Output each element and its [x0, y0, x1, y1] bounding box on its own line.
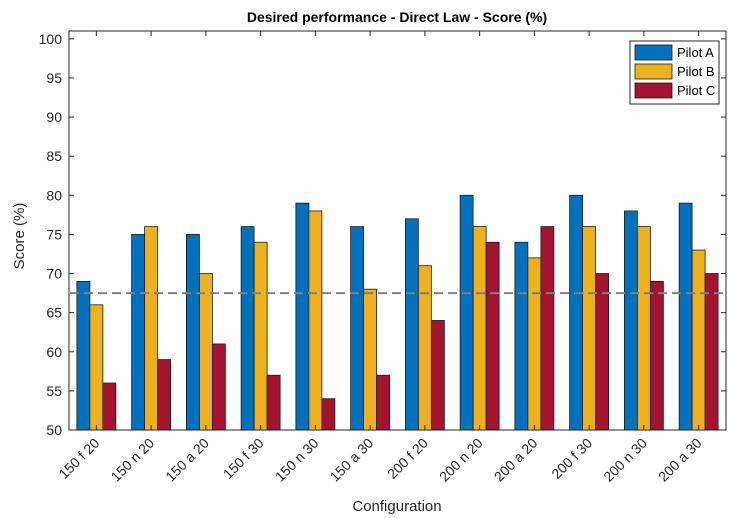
y-tick-label: 90: [46, 109, 62, 125]
bar-pilot-b: [417, 265, 432, 431]
y-tick-label: 60: [46, 344, 62, 360]
bar-pilot-c: [704, 273, 719, 431]
legend-label: Pilot C: [677, 83, 715, 98]
bar-pilot-a: [623, 210, 638, 431]
bar-pilot-c: [485, 241, 500, 431]
bar-pilot-c: [321, 398, 336, 431]
bar-pilot-c: [102, 382, 117, 431]
bar-pilot-b: [198, 273, 213, 431]
bar-pilot-b: [636, 226, 651, 431]
bar-pilot-a: [295, 202, 310, 431]
bar-pilot-a: [76, 280, 91, 431]
bar-pilot-b: [363, 288, 378, 431]
bar-pilot-c: [649, 280, 664, 431]
bar-pilot-b: [582, 226, 597, 431]
bar-pilot-b: [527, 257, 542, 431]
bar-pilot-a: [350, 226, 365, 431]
bar-pilot-c: [376, 374, 391, 431]
bar-pilot-c: [595, 273, 610, 431]
y-tick-label: 70: [46, 266, 62, 282]
bar-pilot-b: [89, 304, 104, 431]
bar-pilot-b: [308, 210, 323, 431]
chart-title: Desired performance - Direct Law - Score…: [247, 9, 547, 25]
bar-pilot-a: [678, 202, 693, 431]
bar-pilot-b: [472, 226, 487, 431]
legend-label: Pilot B: [677, 64, 715, 79]
y-tick-label: 75: [46, 226, 62, 242]
y-tick-label: 65: [46, 305, 62, 321]
y-tick-label: 50: [46, 422, 62, 438]
bar-pilot-c: [540, 226, 555, 431]
bar-pilot-b: [691, 249, 706, 431]
bar-pilot-c: [430, 320, 445, 431]
bar-pilot-c: [266, 374, 281, 431]
x-axis-title: Configuration: [352, 498, 441, 515]
bar-pilot-a: [569, 194, 584, 431]
y-tick-label: 95: [46, 70, 62, 86]
legend-swatch: [634, 63, 673, 80]
legend-swatch: [634, 44, 673, 61]
bar-pilot-a: [131, 234, 146, 431]
bar-pilot-b: [253, 241, 268, 431]
plot-frame: [68, 30, 727, 431]
y-axis-title: Score (%): [11, 203, 28, 270]
bar-pilot-a: [185, 234, 200, 431]
bar-pilot-b: [144, 226, 159, 431]
bar-pilot-c: [211, 343, 226, 431]
y-tick-label: 85: [46, 148, 62, 164]
y-tick-label: 100: [39, 31, 63, 47]
bar-pilot-a: [514, 241, 529, 431]
legend-label: Pilot A: [677, 45, 714, 60]
bar-pilot-a: [404, 218, 419, 431]
bar-pilot-a: [459, 194, 474, 431]
y-tick-label: 80: [46, 187, 62, 203]
bar-pilot-c: [157, 359, 172, 431]
y-tick-label: 55: [46, 383, 62, 399]
bar-pilot-a: [240, 226, 255, 431]
legend-swatch: [634, 82, 673, 99]
